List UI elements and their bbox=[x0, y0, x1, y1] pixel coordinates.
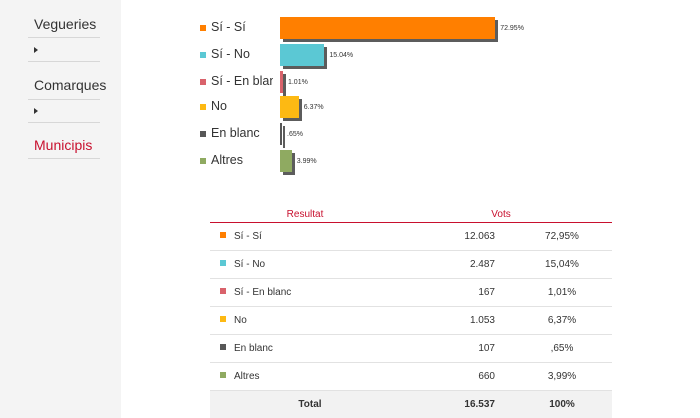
bar-en-blanc bbox=[280, 123, 282, 145]
swatch-en-blanc bbox=[220, 343, 226, 350]
row-percent: 72,95% bbox=[502, 222, 612, 251]
results-table: Resultat Vots Sí - Sí 12.063 72,95% Sí -… bbox=[210, 208, 612, 418]
legend-swatch-si-no bbox=[200, 52, 206, 58]
table-row: Sí - No 2.487 15,04% bbox=[210, 250, 612, 279]
legend-swatch-en-blanc bbox=[200, 131, 206, 137]
sidebar-link-vegueries[interactable]: Vegueries bbox=[34, 16, 97, 32]
chart-row-en-blanc: En blanc .65% bbox=[190, 123, 630, 147]
row-votes: 167 bbox=[390, 278, 502, 307]
bar-value-si-no: 15.04% bbox=[329, 52, 354, 59]
row-percent: 6,37% bbox=[502, 306, 612, 335]
row-name: Sí - No bbox=[234, 258, 266, 270]
chart-row-no: No 6.37% bbox=[190, 96, 630, 120]
bar-value-altres: 3.99% bbox=[296, 158, 317, 165]
chart-row-si-no: Sí - No 15.04% bbox=[190, 44, 630, 68]
table-total-row: Total 16.537 100% bbox=[210, 390, 612, 418]
row-votes: 1.053 bbox=[390, 306, 502, 335]
bar-altres bbox=[280, 150, 292, 172]
legend-label-si-no: Sí - No bbox=[211, 47, 250, 61]
swatch-si-si bbox=[220, 231, 226, 238]
row-name: Sí - Sí bbox=[234, 230, 262, 242]
caret-right-icon bbox=[34, 47, 38, 53]
bar-si-si bbox=[280, 17, 496, 39]
table-row: En blanc 107 ,65% bbox=[210, 334, 612, 363]
caret-right-icon bbox=[34, 108, 38, 114]
table-row: Altres 660 3,99% bbox=[210, 362, 612, 391]
row-percent: 1,01% bbox=[502, 278, 612, 307]
swatch-si-no bbox=[220, 259, 226, 266]
total-percent: 100% bbox=[502, 390, 612, 418]
sidebar-link-municipis[interactable]: Municipis bbox=[34, 137, 93, 153]
sidebar-expand-vegueries[interactable] bbox=[28, 40, 100, 62]
sidebar: Vegueries Comarques Municipis bbox=[0, 0, 121, 418]
chart-row-si-blanc: Sí - En blanc 1.01% bbox=[190, 71, 630, 95]
bar-value-en-blanc: .65% bbox=[287, 131, 303, 138]
legend-swatch-altres bbox=[200, 158, 206, 164]
swatch-si-blanc bbox=[220, 287, 226, 294]
row-votes: 660 bbox=[390, 362, 502, 391]
row-votes: 12.063 bbox=[390, 222, 502, 251]
legend-swatch-si-blanc bbox=[200, 79, 206, 85]
sidebar-item-comarques: Comarques bbox=[28, 62, 106, 100]
column-header-result: Resultat bbox=[210, 208, 390, 223]
table-row: No 1.053 6,37% bbox=[210, 306, 612, 335]
row-votes: 107 bbox=[390, 334, 502, 363]
sidebar-item-municipis: Municipis bbox=[28, 123, 100, 159]
swatch-no bbox=[220, 315, 226, 322]
bar-si-no bbox=[280, 44, 325, 66]
bar-value-no: 6.37% bbox=[303, 104, 324, 111]
legend-swatch-si-si bbox=[200, 25, 206, 31]
table-header-row: Resultat Vots bbox=[210, 208, 612, 223]
legend-label-si-blanc: Sí - En blanc bbox=[211, 74, 273, 88]
table-row: Sí - Sí 12.063 72,95% bbox=[210, 222, 612, 251]
row-name: Sí - En blanc bbox=[234, 286, 292, 298]
sidebar-expand-comarques[interactable] bbox=[28, 101, 100, 123]
table-row: Sí - En blanc 167 1,01% bbox=[210, 278, 612, 307]
bar-no bbox=[280, 96, 299, 118]
bar-value-si-si: 72.95% bbox=[500, 25, 524, 32]
row-percent: 15,04% bbox=[502, 250, 612, 279]
chart-row-altres: Altres 3.99% bbox=[190, 150, 630, 174]
sidebar-link-comarques[interactable]: Comarques bbox=[34, 77, 107, 93]
row-name: Altres bbox=[234, 370, 260, 382]
legend-label-en-blanc: En blanc bbox=[211, 126, 260, 140]
legend-label-no: No bbox=[211, 99, 227, 113]
total-label: Total bbox=[210, 390, 390, 418]
results-bar-chart: Sí - Sí 72.95% Sí - No 15.04% Sí - En bl… bbox=[190, 10, 630, 180]
chart-row-si-si: Sí - Sí 72.95% bbox=[190, 17, 630, 41]
row-percent: ,65% bbox=[502, 334, 612, 363]
swatch-altres bbox=[220, 371, 226, 378]
legend-label-altres: Altres bbox=[211, 153, 243, 167]
bar-si-blanc bbox=[280, 71, 283, 93]
row-percent: 3,99% bbox=[502, 362, 612, 391]
column-header-votes: Vots bbox=[390, 208, 612, 223]
row-name: No bbox=[234, 314, 247, 326]
sidebar-item-vegueries: Vegueries bbox=[28, 0, 100, 38]
legend-swatch-no bbox=[200, 104, 206, 110]
row-name: En blanc bbox=[234, 342, 273, 354]
row-votes: 2.487 bbox=[390, 250, 502, 279]
bar-value-si-blanc: 1.01% bbox=[287, 79, 308, 86]
total-votes: 16.537 bbox=[390, 390, 502, 418]
legend-label-si-si: Sí - Sí bbox=[211, 20, 246, 34]
